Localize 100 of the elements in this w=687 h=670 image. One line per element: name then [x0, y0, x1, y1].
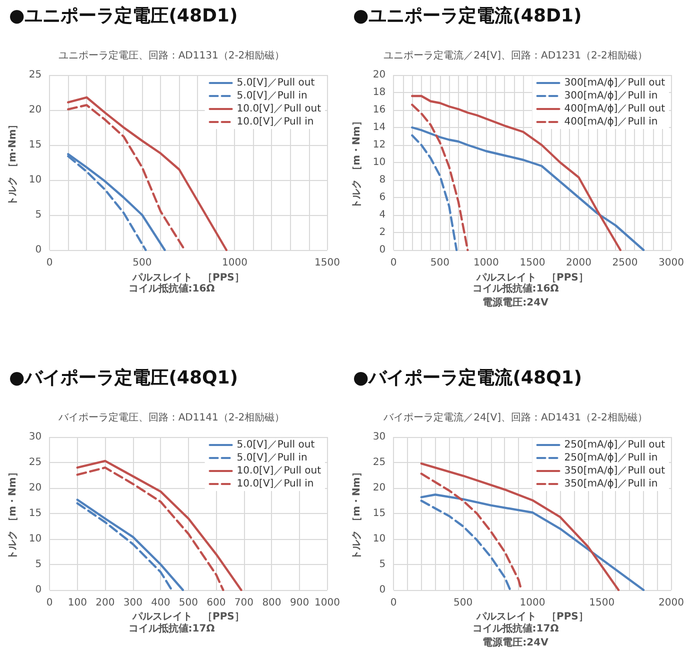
y-tick-label: 6: [379, 192, 386, 203]
chart-subtitle: ユニポーラ定電圧、回路：AD1131（2-2相励磁）: [58, 50, 285, 62]
legend-label: 300[mA/ϕ]／Pull out: [564, 78, 666, 88]
x-tick-label: 1000: [520, 598, 546, 608]
x-tick-label: 1000: [222, 258, 248, 268]
y-tick-label: 20: [372, 482, 386, 494]
x-axis-title: パルスレイト ［PPS］: [476, 272, 588, 284]
text: コイル抵抗値:16Ω: [128, 282, 216, 294]
line-series: [420, 462, 620, 592]
y-tick-label: 14: [372, 122, 386, 133]
y-tick-label: 0: [35, 584, 42, 596]
y-tick-label: 25: [28, 70, 42, 80]
legend-label: 5.0[V]／Pull in: [236, 90, 308, 102]
x-tick-label: 500: [178, 598, 198, 608]
x-tick-label: 0: [46, 258, 53, 268]
y-tick-label: 4: [379, 210, 386, 220]
legend-label: 5.0[V]／Pull in: [236, 452, 308, 464]
y-tick-label: 5: [379, 559, 386, 570]
x-tick-label: 100: [68, 598, 87, 608]
x-tick-label: 0: [390, 258, 397, 268]
text: 電源電圧:24V: [482, 636, 549, 648]
text: コイル抵抗値:17Ω: [472, 622, 560, 634]
y-tick-label: 30: [372, 432, 386, 442]
chart-title: ●ユニポーラ定電流(48D1): [353, 6, 582, 26]
y-axis-title: トルク ［m・Nm］: [352, 116, 362, 209]
y-tick-label: 18: [372, 87, 386, 98]
chart-subtitle: バイポーラ定電流／24[V]、回路：AD1431（2-2相励磁）: [382, 412, 648, 424]
x-tick-label: 2000: [566, 258, 592, 268]
y-tick-label: 20: [28, 104, 42, 116]
line-series: [411, 134, 458, 252]
y-tick-label: 15: [28, 140, 42, 150]
line-series: [420, 494, 645, 592]
x-axis-title: パルスレイト ［PPS］: [132, 612, 244, 622]
text: コイル抵抗値:16Ω: [472, 282, 560, 294]
legend-label: 250[mA/ϕ]／Pull out: [564, 440, 666, 450]
y-tick-label: 5: [35, 559, 42, 570]
x-tick-label: 500: [430, 258, 450, 268]
y-axis-title: トルク ［m・Nm］: [8, 467, 18, 560]
chart-subtitle: ユニポーラ定電流／24[V]、回路：AD1231（2-2相励磁）: [384, 50, 648, 62]
y-tick-label: 12: [372, 140, 386, 150]
x-tick-label: 300: [123, 598, 142, 608]
line-series: [67, 96, 228, 252]
text: コイル抵抗値:17Ω: [128, 622, 216, 634]
chart-title: ●バイポーラ定電流(48Q1): [353, 368, 582, 388]
legend-label: 10.0[V]／Pull out: [236, 104, 322, 114]
y-tick-label: 8: [379, 174, 386, 186]
y-axis-title: トルク ［m·Nm］: [8, 119, 18, 206]
x-tick-label: 2000: [658, 598, 684, 608]
legend-label: 350[mA/ϕ]／Pull in: [564, 478, 658, 490]
line-series: [411, 104, 469, 252]
y-tick-label: 10: [372, 157, 386, 168]
legend-label: 250[mA/ϕ]／Pull in: [564, 452, 658, 464]
y-tick-label: 25: [372, 457, 386, 468]
legend-label: 350[mA/ϕ]／Pull out: [564, 466, 666, 476]
x-tick-label: 700: [234, 598, 254, 608]
x-tick-label: 1500: [520, 258, 546, 268]
x-tick-label: 1000: [473, 258, 499, 268]
x-tick-label: 500: [453, 598, 473, 608]
line-series: [76, 466, 224, 592]
line-series: [411, 126, 645, 252]
line-series: [67, 104, 186, 252]
y-tick-label: 10: [28, 174, 42, 186]
x-tick-label: 1500: [589, 598, 615, 608]
x-tick-label: 200: [96, 598, 115, 608]
y-tick-label: 15: [372, 508, 386, 519]
chart-title: ●ユニポーラ定電圧(48D1): [9, 6, 238, 26]
y-tick-label: 30: [28, 432, 42, 442]
x-axis-title: パルスレイト ［PPS］: [132, 272, 244, 284]
x-axis-title: パルスレイト ［PPS］: [476, 612, 588, 622]
legend-label: 5.0[V]／Pull out: [236, 440, 315, 450]
legend-label: 5.0[V]／Pull out: [236, 78, 315, 88]
x-tick-label: 2500: [612, 258, 638, 268]
y-tick-label: 0: [35, 244, 42, 256]
y-tick-label: 20: [372, 70, 386, 80]
y-axis-title: トルク ［m・Nm］: [352, 467, 362, 560]
y-tick-label: 20: [28, 482, 42, 494]
chart-subtitle: バイポーラ定電圧、回路：AD1141（2-2相励磁）: [57, 412, 285, 424]
x-tick-label: 900: [290, 598, 310, 608]
y-tick-label: 0: [379, 244, 386, 256]
x-tick-label: 1500: [314, 258, 340, 268]
y-tick-label: 25: [28, 457, 42, 468]
y-tick-label: 10: [28, 534, 42, 544]
y-tick-label: 10: [372, 534, 386, 544]
y-tick-label: 15: [28, 508, 42, 519]
y-tick-label: 5: [35, 210, 42, 220]
legend-label: 400[mA/ϕ]／Pull out: [564, 104, 666, 114]
y-tick-label: 16: [372, 104, 386, 116]
chart-title: ●バイポーラ定電圧(48Q1): [9, 368, 238, 388]
y-tick-label: 2: [379, 227, 386, 238]
legend-label: 10.0[V]／Pull in: [236, 478, 314, 490]
legend-label: 400[mA/ϕ]／Pull in: [564, 116, 658, 128]
x-tick-label: 400: [151, 598, 170, 608]
legend-label: 10.0[V]／Pull out: [236, 466, 322, 476]
legend-label: 300[mA/ϕ]／Pull in: [564, 90, 658, 102]
legend-label: 10.0[V]／Pull in: [236, 116, 314, 128]
y-tick-label: 0: [379, 584, 386, 596]
x-tick-label: 500: [132, 258, 152, 268]
x-tick-label: 600: [206, 598, 226, 608]
x-tick-label: 0: [390, 598, 397, 608]
text: 電源電圧:24V: [482, 296, 549, 308]
